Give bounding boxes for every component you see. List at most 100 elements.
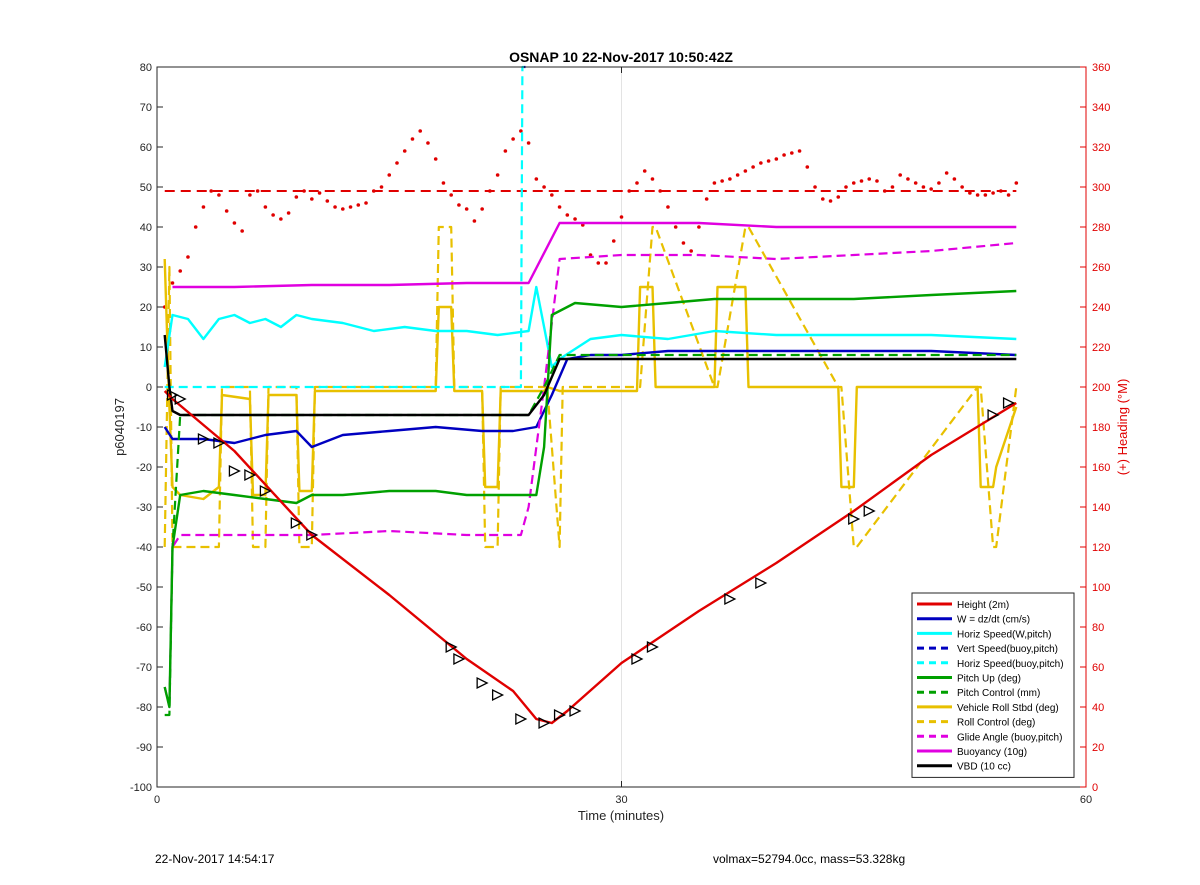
heading-point xyxy=(488,189,492,193)
y2-tick-label: 160 xyxy=(1092,462,1110,474)
y2-tick-label: 280 xyxy=(1092,222,1110,234)
height-marker xyxy=(1002,396,1016,410)
heading-point xyxy=(735,173,740,177)
heading-point xyxy=(906,177,910,181)
heading-point xyxy=(310,197,314,201)
y2-tick-label: 220 xyxy=(1092,342,1110,354)
heading-point xyxy=(704,197,709,201)
heading-point xyxy=(666,205,670,209)
heading-point xyxy=(596,261,601,265)
y-tick-label: -90 xyxy=(136,742,152,754)
legend-label-buoyancy-10g: Buoyancy (10g) xyxy=(957,747,1027,758)
heading-point xyxy=(217,193,221,197)
y-tick-label: -70 xyxy=(136,662,152,674)
legend-label-pitch-up-deg: Pitch Up (deg) xyxy=(957,674,1021,685)
y-tick-label: -30 xyxy=(136,502,152,514)
heading-point xyxy=(697,225,701,229)
x-tick-label: 60 xyxy=(1080,794,1092,806)
y-tick-label: 40 xyxy=(140,222,152,234)
heading-point xyxy=(929,187,933,191)
legend-label-horiz-speed-buoy-pitch: Horiz Speed(buoy,pitch) xyxy=(957,659,1064,670)
heading-point xyxy=(766,159,771,163)
heading-point xyxy=(782,153,786,157)
y-tick-label: 0 xyxy=(146,382,152,394)
heading-point xyxy=(882,189,887,193)
heading-point xyxy=(960,185,964,189)
heading-point xyxy=(635,181,639,185)
height-marker xyxy=(306,528,319,542)
legend-label-roll-control-deg: Roll Control (deg) xyxy=(957,718,1035,729)
series-line-horiz-speed-w-pitch xyxy=(163,285,1017,369)
height-marker xyxy=(259,484,272,498)
heading-point xyxy=(317,191,322,195)
heading-point xyxy=(844,185,848,189)
heading-point xyxy=(774,157,779,161)
heading-point xyxy=(983,193,988,197)
y-tick-label: -20 xyxy=(136,462,152,474)
y2-axis-label: (+) Heading (°M) xyxy=(1115,379,1130,476)
heading-point xyxy=(999,189,1003,193)
legend-box xyxy=(911,592,1075,778)
height-marker xyxy=(863,504,876,518)
legend-label-vehicle-roll-stbd-deg: Vehicle Roll Stbd (deg) xyxy=(957,703,1059,714)
height-marker xyxy=(445,640,458,654)
heading-point xyxy=(875,179,879,183)
heading-point xyxy=(604,261,608,265)
series-line-pitch-up-deg xyxy=(163,289,1017,709)
legend: Height (2m) W = dz/dt (cm/s) Horiz Speed(W… xyxy=(911,592,1075,778)
legend-label-vert-speed-buoy-pitch: Vert Speed(buoy,pitch) xyxy=(957,644,1058,655)
heading-point xyxy=(867,177,872,181)
heading-point xyxy=(836,195,841,199)
heading-point xyxy=(627,189,632,193)
heading-point xyxy=(813,185,817,189)
x-axis-label: Time (minutes) xyxy=(578,808,664,823)
heading-point xyxy=(263,205,268,209)
height-marker xyxy=(213,436,226,450)
heading-point xyxy=(364,201,368,205)
heading-point xyxy=(178,269,183,273)
y-tick-label: -100 xyxy=(130,782,152,794)
heading-point xyxy=(913,181,918,185)
heading-point xyxy=(650,177,655,181)
y2-tick-label: 200 xyxy=(1092,382,1110,394)
heading-point xyxy=(387,173,392,177)
height-marker xyxy=(987,408,1000,422)
legend-label-glide-angle-buoy-pitch: Glide Angle (buoy,pitch) xyxy=(957,732,1062,743)
heading-point xyxy=(395,161,399,165)
heading-point xyxy=(1006,193,1011,197)
heading-point xyxy=(937,181,941,185)
heading-point xyxy=(480,207,484,211)
heading-point xyxy=(565,213,570,217)
chart-title: OSNAP 10 22-Nov-2017 10:50:42Z xyxy=(509,49,733,65)
series-line-buoyancy-10g xyxy=(172,221,1017,289)
y-tick-label: -60 xyxy=(136,622,152,634)
heading-point xyxy=(642,169,647,173)
y2-tick-label: 240 xyxy=(1092,302,1110,314)
series-layer xyxy=(162,65,1019,725)
height-marker xyxy=(290,516,303,530)
y2-tick-label: 60 xyxy=(1092,662,1104,674)
heading-point xyxy=(573,217,577,221)
y2-tick-label: 0 xyxy=(1092,782,1098,794)
height-marker xyxy=(453,652,466,666)
heading-point xyxy=(619,215,624,219)
heading-point xyxy=(325,199,330,203)
y2-tick-label: 360 xyxy=(1092,62,1110,74)
y-tick-label: 60 xyxy=(140,142,152,154)
x-tick-label: 30 xyxy=(615,794,627,806)
heading-point xyxy=(820,197,825,201)
heading-point xyxy=(457,203,461,207)
heading-point xyxy=(890,185,895,189)
heading-point xyxy=(944,171,949,175)
series-line-glide-angle-buoy-pitch xyxy=(163,241,1017,709)
heading-point xyxy=(743,169,748,173)
heading-point xyxy=(511,137,515,141)
y2-tick-label: 40 xyxy=(1092,702,1104,714)
y-tick-label: 70 xyxy=(140,102,152,114)
heading-point xyxy=(991,191,995,195)
heading-point xyxy=(255,189,260,193)
heading-point xyxy=(441,181,446,185)
heading-point xyxy=(859,179,864,183)
y-tick-label: -80 xyxy=(136,702,152,714)
